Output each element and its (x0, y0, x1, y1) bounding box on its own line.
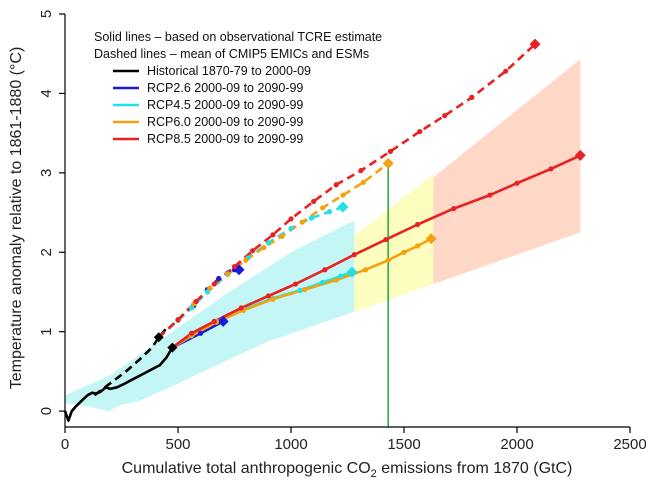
data-point-marker (414, 221, 421, 228)
data-point-marker (320, 205, 326, 211)
data-point-marker (211, 281, 217, 287)
data-point-marker (514, 180, 520, 186)
data-point-marker (320, 279, 326, 286)
series-line-1 (93, 328, 167, 397)
data-point-marker (265, 293, 271, 299)
y-tick-label: 1 (38, 328, 55, 336)
data-point-marker (279, 233, 285, 239)
data-point-marker (333, 277, 339, 283)
legend: Solid lines – based on observational TCR… (94, 30, 382, 146)
data-point-marker (311, 198, 317, 205)
data-point-marker (175, 317, 181, 323)
x-tick-label: 1500 (387, 436, 420, 453)
band-2 (65, 220, 355, 412)
endpoint-marker (217, 315, 229, 327)
y-axis-title: Temperature anomaly relative to 1861-188… (8, 47, 25, 390)
data-point-marker (417, 128, 423, 135)
y-tick-label: 0 (38, 407, 55, 415)
data-point-marker (383, 236, 389, 243)
data-point-marker (211, 318, 217, 324)
data-point-marker (288, 216, 294, 222)
data-point-marker (270, 296, 276, 302)
y-tick-label: 5 (38, 10, 55, 18)
x-tick-label: 2000 (500, 436, 533, 453)
data-point-marker (362, 267, 369, 273)
data-point-marker (401, 249, 407, 255)
endpoint-marker (346, 266, 358, 278)
uncertainty-bands (65, 59, 581, 412)
data-point-marker (288, 225, 294, 232)
data-point-marker (261, 244, 267, 251)
data-point-marker (238, 305, 244, 311)
data-point-marker (292, 281, 299, 287)
data-point-marker (297, 287, 303, 293)
data-point-marker (358, 167, 364, 174)
data-point-marker (322, 267, 328, 273)
x-axis-title: Cumulative total anthropogenic CO2 emiss… (122, 460, 573, 480)
data-point-marker (414, 243, 421, 249)
endpoint-marker (382, 157, 394, 169)
data-point-marker (548, 166, 554, 172)
data-point-marker (216, 275, 222, 282)
endpoint-marker (529, 38, 541, 50)
data-point-marker (451, 205, 457, 212)
x-tick-label: 500 (165, 436, 190, 453)
data-point-marker (249, 248, 256, 254)
legend-note-solid: Solid lines – based on observational TCR… (94, 30, 382, 44)
data-point-marker (308, 215, 314, 221)
endpoint-marker (337, 201, 349, 213)
legend-label: Historical 1870-79 to 2000-09 (147, 64, 311, 78)
y-ticks: 0 1 2 3 4 5 (38, 10, 65, 415)
data-point-marker (204, 289, 210, 295)
data-point-marker (231, 263, 238, 270)
axes: 0 500 1000 1500 2000 2500 0 1 2 3 4 5 (38, 10, 647, 453)
data-point-marker (387, 148, 394, 155)
data-point-marker (225, 271, 231, 277)
data-point-marker (270, 232, 276, 238)
historical-endpoint-marker (167, 342, 178, 353)
data-point-marker (193, 298, 199, 305)
data-point-marker (333, 182, 339, 188)
data-point-marker (198, 330, 204, 336)
x-tick-label: 0 (61, 436, 69, 453)
data-point-marker (243, 257, 249, 263)
legend-label: RCP8.5 2000-09 to 2090-99 (147, 132, 303, 146)
legend-label: RCP4.5 2000-09 to 2090-99 (147, 98, 303, 112)
x-tick-label: 2500 (613, 436, 646, 453)
series-markers (153, 38, 586, 353)
data-point-marker (469, 94, 475, 100)
data-point-marker (207, 285, 213, 291)
data-point-marker (326, 209, 333, 215)
data-point-marker (265, 240, 271, 246)
y-tick-label: 2 (38, 248, 55, 256)
data-point-marker (188, 305, 195, 311)
data-point-marker (385, 257, 391, 263)
legend-label: RCP6.0 2000-09 to 2090-99 (147, 115, 303, 129)
data-point-marker (340, 192, 346, 198)
historical-endpoint-marker (153, 332, 164, 343)
data-point-marker (338, 273, 344, 279)
data-point-marker (487, 192, 493, 198)
legend-label: RCP2.6 2000-09 to 2090-99 (147, 81, 303, 95)
endpoint-marker (425, 233, 437, 245)
legend-entries: Historical 1870-79 to 2000-09 RCP2.6 2000… (113, 64, 311, 146)
data-point-marker (301, 286, 308, 293)
endpoint-marker (574, 149, 586, 161)
data-point-marker (360, 179, 366, 185)
x-ticks: 0 500 1000 1500 2000 2500 (61, 427, 647, 453)
x-tick-label: 1000 (274, 436, 307, 453)
data-point-marker (442, 113, 448, 119)
data-point-marker (188, 330, 195, 336)
y-tick-label: 3 (38, 169, 55, 177)
data-point-marker (351, 252, 357, 258)
legend-note-dashed: Dashed lines – mean of CMIP5 EMICs and E… (94, 47, 369, 61)
data-point-marker (503, 68, 509, 74)
data-point-marker (299, 219, 305, 225)
y-tick-label: 4 (38, 89, 55, 97)
